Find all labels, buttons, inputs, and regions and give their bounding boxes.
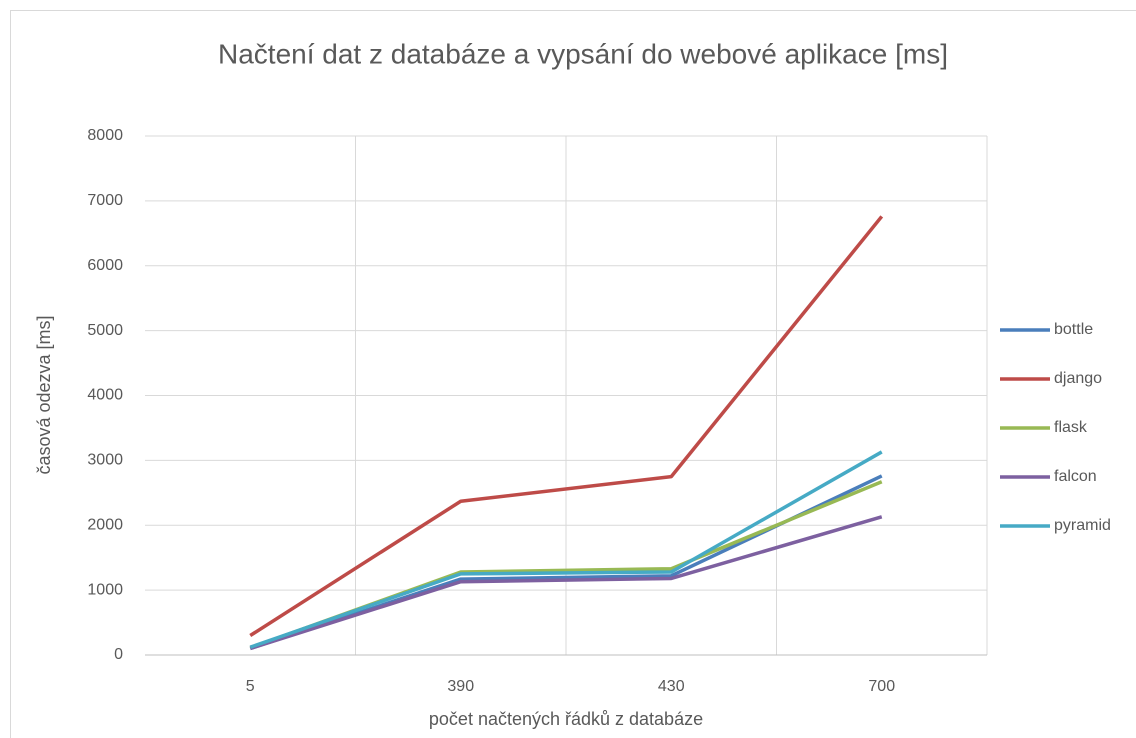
y-tick-label: 8000 xyxy=(87,127,123,144)
series-line xyxy=(249,450,883,649)
legend-label: pyramid xyxy=(1054,517,1111,534)
x-tick-label: 700 xyxy=(868,678,895,695)
x-tick-label: 390 xyxy=(447,678,474,695)
y-tick-label: 2000 xyxy=(87,516,123,533)
series-line xyxy=(249,215,884,638)
x-tick-label: 5 xyxy=(246,678,255,695)
x-tick-label: 430 xyxy=(658,678,685,695)
chart-border xyxy=(10,10,1136,738)
x-axis-label: počet načtených řádků z databáze xyxy=(429,709,703,729)
legend-label: flask xyxy=(1054,419,1088,436)
legend-label: bottle xyxy=(1054,321,1093,338)
y-tick-label: 0 xyxy=(114,646,123,663)
y-tick-label: 7000 xyxy=(87,192,123,209)
legend-label: django xyxy=(1054,370,1102,387)
y-axis-label: časová odezva [ms] xyxy=(34,315,54,474)
y-tick-label: 4000 xyxy=(87,387,123,404)
y-tick-label: 6000 xyxy=(87,257,123,274)
series-line xyxy=(249,515,883,651)
legend-label: falcon xyxy=(1054,468,1097,485)
y-tick-label: 1000 xyxy=(87,581,123,598)
y-tick-label: 3000 xyxy=(87,452,123,469)
y-tick-label: 5000 xyxy=(87,322,123,339)
chart-title: Načtení dat z databáze a vypsání do webo… xyxy=(218,38,948,69)
